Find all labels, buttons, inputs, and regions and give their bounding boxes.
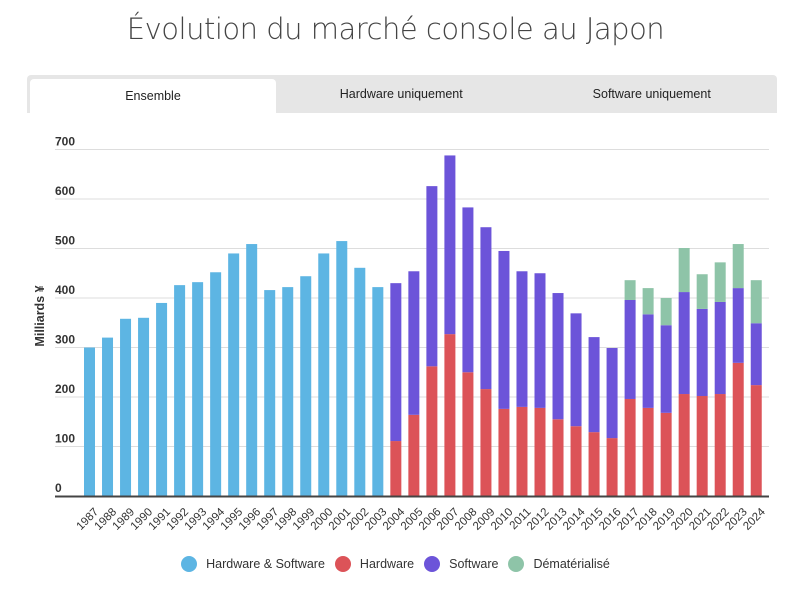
bar-hardware-2010[interactable] [498, 408, 510, 496]
legend-dot-icon [334, 556, 351, 572]
bar-hardware-2004[interactable] [390, 441, 402, 496]
bar-hardware-2022[interactable] [714, 394, 726, 496]
bar-hardware-software-2002[interactable] [354, 267, 366, 496]
bar-hardware-2019[interactable] [660, 412, 672, 496]
x-axis-ticks: 1987198819891990199119921993199419951996… [75, 506, 769, 533]
bar-hardware-software-1996[interactable] [246, 244, 258, 496]
tab-ensemble[interactable]: Ensemble [30, 79, 276, 113]
bar-software-2023[interactable] [732, 288, 744, 363]
bar-hardware-2009[interactable] [480, 389, 492, 496]
bars [84, 155, 762, 496]
bar-hardware-software-1997[interactable] [264, 290, 276, 496]
bar-software-2017[interactable] [624, 299, 636, 399]
bar-d-mat-rialis--2017[interactable] [624, 280, 636, 300]
bar-hardware-software-1993[interactable] [192, 282, 204, 496]
y-tick-label: 300 [55, 333, 75, 347]
legend-item-hardware[interactable]: Hardware [334, 556, 415, 572]
y-axis-label: Milliards ¥ [33, 285, 47, 346]
bar-software-2024[interactable] [750, 323, 762, 386]
bar-software-2019[interactable] [660, 325, 672, 413]
bar-hardware-software-1989[interactable] [120, 318, 132, 496]
bar-hardware-2017[interactable] [624, 398, 636, 496]
bar-hardware-2015[interactable] [588, 432, 600, 496]
bar-software-2013[interactable] [552, 293, 564, 420]
chart-title: Évolution du marché console au Japon [126, 12, 665, 46]
bar-hardware-software-1990[interactable] [138, 317, 150, 496]
bar-software-2021[interactable] [696, 308, 708, 397]
bar-hardware-2023[interactable] [732, 362, 744, 496]
bar-software-2012[interactable] [534, 273, 546, 408]
bar-hardware-2014[interactable] [570, 426, 582, 496]
bar-d-mat-rialis--2022[interactable] [714, 262, 726, 302]
bar-hardware-software-1999[interactable] [300, 276, 312, 496]
legend-dot-icon [508, 556, 525, 572]
y-tick-label: 700 [55, 135, 75, 149]
tab-hardware-uniquement[interactable]: Hardware uniquement [339, 87, 463, 101]
bar-software-2006[interactable] [426, 186, 438, 367]
bar-hardware-2013[interactable] [552, 419, 564, 496]
bar-hardware-2018[interactable] [642, 407, 654, 496]
bar-hardware-software-2003[interactable] [372, 287, 384, 496]
bar-software-2022[interactable] [714, 301, 726, 395]
bar-hardware-2011[interactable] [516, 406, 528, 496]
bar-software-2004[interactable] [390, 283, 402, 442]
legend-label: Dématérialisé [533, 557, 610, 571]
bar-hardware-2016[interactable] [606, 438, 618, 496]
bar-hardware-2008[interactable] [462, 372, 474, 496]
bar-hardware-2012[interactable] [534, 407, 546, 496]
legend-item-dematerialise[interactable]: Dématérialisé [508, 556, 610, 572]
y-tick-label: 200 [55, 382, 75, 396]
bar-software-2014[interactable] [570, 313, 582, 427]
bar-software-2011[interactable] [516, 271, 528, 407]
bar-d-mat-rialis--2024[interactable] [750, 280, 762, 324]
tab-software-uniquement[interactable]: Software uniquement [592, 87, 711, 101]
bar-d-mat-rialis--2019[interactable] [660, 298, 672, 326]
bar-d-mat-rialis--2018[interactable] [642, 288, 654, 315]
bar-hardware-software-1991[interactable] [156, 302, 168, 496]
y-tick-label: 400 [55, 283, 75, 297]
y-tick-label: 100 [55, 432, 75, 446]
bar-software-2008[interactable] [462, 207, 474, 373]
legend-label: Software [449, 557, 499, 571]
bar-hardware-software-1995[interactable] [228, 253, 240, 496]
bar-software-2016[interactable] [606, 347, 618, 439]
bar-software-2010[interactable] [498, 250, 510, 409]
bar-software-2015[interactable] [588, 337, 600, 433]
bar-software-2018[interactable] [642, 314, 654, 408]
tab-bar: Ensemble Hardware uniquement Software un… [27, 75, 777, 113]
legend-label: Hardware & Software [206, 557, 325, 571]
bar-hardware-2024[interactable] [750, 385, 762, 496]
bar-hardware-software-1992[interactable] [174, 285, 186, 496]
bar-hardware-software-1998[interactable] [282, 287, 294, 496]
bar-hardware-software-2001[interactable] [336, 241, 348, 496]
y-tick-label: 500 [55, 234, 75, 248]
bar-d-mat-rialis--2023[interactable] [732, 244, 744, 289]
bar-hardware-2006[interactable] [426, 366, 438, 496]
bar-hardware-2020[interactable] [678, 394, 690, 496]
bar-software-2020[interactable] [678, 292, 690, 395]
y-tick-label: 600 [55, 184, 75, 198]
legend: Hardware & Software Hardware Software Dé… [0, 556, 791, 572]
legend-dot-icon [181, 556, 198, 572]
x-tick-label: 2024 [741, 506, 768, 533]
legend-dot-icon [424, 556, 441, 572]
bar-hardware-software-2000[interactable] [318, 253, 330, 496]
y-axis-ticks: 0 100 200 300 400 500 600 700 [55, 135, 75, 496]
legend-label: Hardware [359, 557, 415, 571]
bar-hardware-2021[interactable] [696, 396, 708, 496]
bar-hardware-software-1994[interactable] [210, 272, 222, 496]
bar-software-2009[interactable] [480, 227, 492, 390]
bar-d-mat-rialis--2020[interactable] [678, 248, 690, 293]
legend-item-software[interactable]: Software [424, 556, 498, 572]
bar-hardware-software-1988[interactable] [102, 337, 114, 496]
bar-d-mat-rialis--2021[interactable] [696, 274, 708, 309]
bar-hardware-2005[interactable] [408, 414, 420, 496]
bar-software-2005[interactable] [408, 271, 420, 415]
bar-hardware-2007[interactable] [444, 334, 456, 496]
bar-software-2007[interactable] [444, 155, 456, 335]
bar-hardware-software-1987[interactable] [84, 347, 95, 497]
y-tick-label: 0 [55, 481, 62, 495]
legend-item-hardware-software[interactable]: Hardware & Software [181, 556, 325, 572]
